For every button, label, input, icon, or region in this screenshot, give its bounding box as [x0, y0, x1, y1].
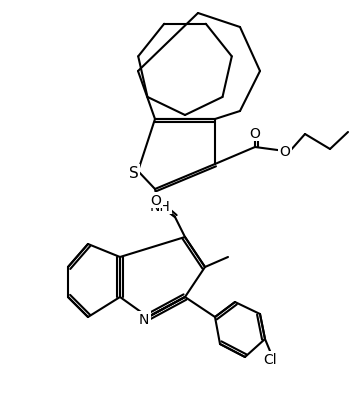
- Text: NH: NH: [150, 200, 170, 213]
- Text: N: N: [139, 312, 149, 326]
- Text: S: S: [129, 166, 139, 181]
- Text: O: O: [150, 194, 161, 207]
- Text: Cl: Cl: [263, 352, 277, 366]
- Text: O: O: [250, 127, 260, 141]
- Text: O: O: [280, 145, 290, 159]
